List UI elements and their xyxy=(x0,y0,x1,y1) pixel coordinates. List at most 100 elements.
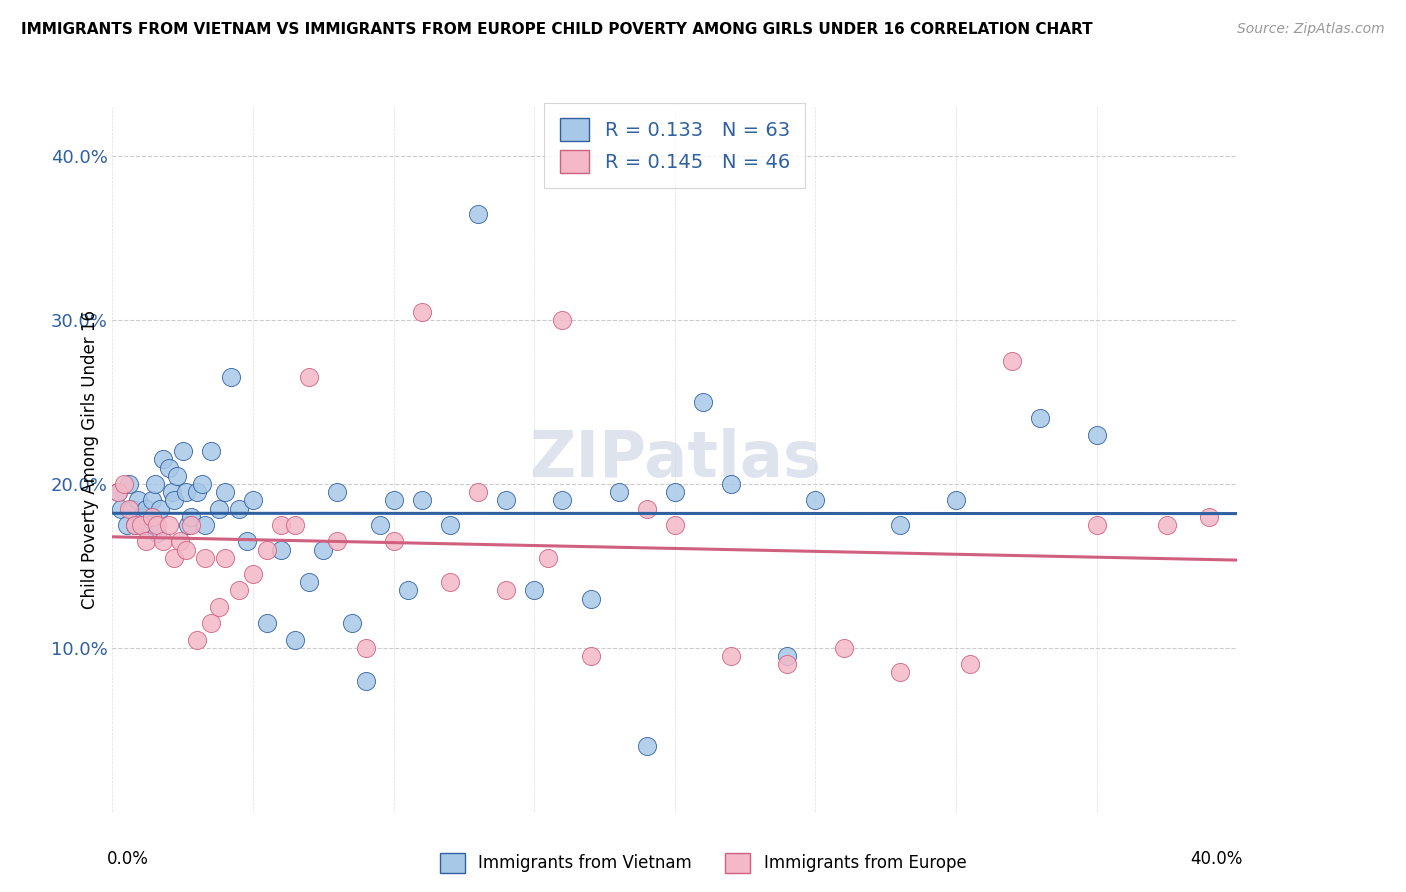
Point xyxy=(411,493,433,508)
Point xyxy=(200,444,222,458)
Point xyxy=(664,485,686,500)
Point xyxy=(284,632,307,647)
Point xyxy=(110,501,132,516)
Point xyxy=(200,616,222,631)
Point xyxy=(664,517,686,532)
Point xyxy=(396,583,419,598)
Point xyxy=(177,517,200,532)
Point xyxy=(326,534,349,549)
Point xyxy=(467,206,489,220)
Point xyxy=(228,583,250,598)
Point xyxy=(411,305,433,319)
Text: 0.0%: 0.0% xyxy=(107,850,149,869)
Point xyxy=(382,493,405,508)
Point xyxy=(551,493,574,508)
Point xyxy=(135,501,157,516)
Point xyxy=(135,534,157,549)
Point xyxy=(146,526,169,541)
Point xyxy=(146,517,169,532)
Point xyxy=(439,517,461,532)
Point xyxy=(149,501,172,516)
Point xyxy=(467,485,489,500)
Point xyxy=(495,583,517,598)
Point xyxy=(776,657,799,672)
Point xyxy=(124,517,146,532)
Point xyxy=(312,542,335,557)
Point xyxy=(214,485,236,500)
Text: Source: ZipAtlas.com: Source: ZipAtlas.com xyxy=(1237,22,1385,37)
Text: ZIPatlas: ZIPatlas xyxy=(529,428,821,491)
Point xyxy=(138,517,160,532)
Point xyxy=(132,517,155,532)
Point xyxy=(256,542,278,557)
Point xyxy=(121,501,143,516)
Point xyxy=(945,493,967,508)
Point xyxy=(129,509,152,524)
Point xyxy=(127,493,149,508)
Point xyxy=(242,567,264,582)
Point xyxy=(270,517,292,532)
Point xyxy=(236,534,259,549)
Point xyxy=(107,485,129,500)
Point xyxy=(326,485,349,500)
Point xyxy=(959,657,981,672)
Point xyxy=(439,575,461,590)
Point xyxy=(160,485,183,500)
Point xyxy=(194,550,217,565)
Point xyxy=(889,517,911,532)
Point xyxy=(720,648,742,663)
Point xyxy=(141,493,163,508)
Point xyxy=(1001,354,1024,368)
Point xyxy=(157,460,180,475)
Point xyxy=(495,493,517,508)
Point xyxy=(832,640,855,655)
Point xyxy=(157,517,180,532)
Point xyxy=(720,477,742,491)
Point xyxy=(636,739,658,754)
Point xyxy=(180,517,202,532)
Point xyxy=(143,477,166,491)
Point xyxy=(194,517,217,532)
Point xyxy=(208,501,231,516)
Y-axis label: Child Poverty Among Girls Under 16: Child Poverty Among Girls Under 16 xyxy=(80,310,98,609)
Point xyxy=(1085,427,1108,442)
Point xyxy=(107,485,129,500)
Point xyxy=(354,640,377,655)
Point xyxy=(180,509,202,524)
Point xyxy=(112,477,135,491)
Point xyxy=(166,468,188,483)
Point xyxy=(118,477,141,491)
Point xyxy=(129,517,152,532)
Text: 40.0%: 40.0% xyxy=(1191,850,1243,869)
Point xyxy=(523,583,546,598)
Point xyxy=(636,501,658,516)
Point xyxy=(1156,517,1178,532)
Point xyxy=(382,534,405,549)
Point xyxy=(214,550,236,565)
Point xyxy=(163,493,186,508)
Point xyxy=(692,395,714,409)
Point xyxy=(141,509,163,524)
Legend: R = 0.133   N = 63, R = 0.145   N = 46: R = 0.133 N = 63, R = 0.145 N = 46 xyxy=(544,103,806,188)
Point xyxy=(607,485,630,500)
Point xyxy=(551,313,574,327)
Point xyxy=(152,534,174,549)
Point xyxy=(242,493,264,508)
Point xyxy=(115,517,138,532)
Point xyxy=(579,648,602,663)
Point xyxy=(579,591,602,606)
Point xyxy=(1085,517,1108,532)
Point xyxy=(118,501,141,516)
Point xyxy=(186,485,208,500)
Point xyxy=(298,370,321,384)
Point xyxy=(1029,411,1052,425)
Point xyxy=(172,444,194,458)
Point xyxy=(776,648,799,663)
Point xyxy=(340,616,363,631)
Point xyxy=(1198,509,1220,524)
Point xyxy=(889,665,911,680)
Legend: Immigrants from Vietnam, Immigrants from Europe: Immigrants from Vietnam, Immigrants from… xyxy=(433,847,973,880)
Point xyxy=(284,517,307,532)
Point xyxy=(298,575,321,590)
Text: IMMIGRANTS FROM VIETNAM VS IMMIGRANTS FROM EUROPE CHILD POVERTY AMONG GIRLS UNDE: IMMIGRANTS FROM VIETNAM VS IMMIGRANTS FR… xyxy=(21,22,1092,37)
